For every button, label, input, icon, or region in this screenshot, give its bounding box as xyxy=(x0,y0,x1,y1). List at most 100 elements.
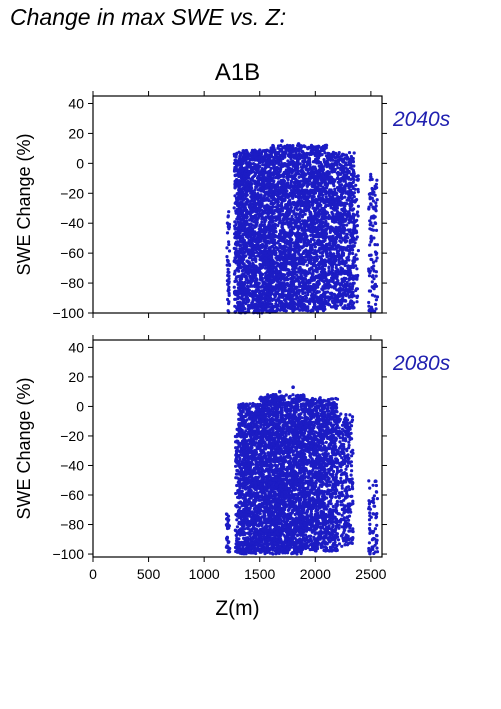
data-point xyxy=(236,162,240,166)
data-point xyxy=(319,232,323,236)
data-point xyxy=(312,238,316,242)
data-point xyxy=(246,300,250,304)
data-point xyxy=(226,273,230,278)
data-point xyxy=(276,210,280,214)
data-point xyxy=(239,152,243,157)
data-point xyxy=(293,164,297,168)
data-point xyxy=(290,297,294,301)
data-point xyxy=(258,234,262,238)
data-point xyxy=(226,222,230,226)
data-point xyxy=(254,306,258,310)
data-point xyxy=(269,226,274,230)
data-point xyxy=(299,203,303,207)
data-point xyxy=(227,262,231,266)
data-point xyxy=(284,259,288,263)
data-point xyxy=(244,148,248,153)
data-point xyxy=(262,218,267,222)
data-point xyxy=(320,163,324,167)
data-point xyxy=(272,304,277,309)
data-point xyxy=(284,217,288,221)
data-point xyxy=(323,176,327,180)
data-point xyxy=(296,147,300,151)
data-point xyxy=(281,231,285,235)
data-point xyxy=(226,289,230,293)
data-point xyxy=(256,254,260,258)
data-point xyxy=(236,305,240,309)
data-point xyxy=(236,286,240,290)
data-point xyxy=(260,183,264,187)
data-point xyxy=(251,251,255,255)
data-point xyxy=(295,307,299,311)
data-point xyxy=(265,163,269,167)
data-point xyxy=(296,246,300,250)
data-point xyxy=(320,300,324,304)
data-point xyxy=(246,188,250,192)
data-point xyxy=(301,150,305,154)
data-point xyxy=(257,159,261,163)
data-point xyxy=(263,191,267,195)
data-point xyxy=(291,153,295,157)
data-point xyxy=(279,178,283,183)
data-point xyxy=(276,297,280,301)
data-point xyxy=(240,284,244,288)
data-point xyxy=(239,175,243,179)
data-point xyxy=(233,297,237,301)
data-point xyxy=(253,230,257,234)
data-point xyxy=(279,143,283,148)
data-point xyxy=(266,186,270,190)
data-point xyxy=(288,301,292,305)
data-point xyxy=(270,256,274,260)
data-point xyxy=(319,247,323,251)
data-point xyxy=(263,298,267,302)
data-point xyxy=(289,161,293,165)
data-point xyxy=(296,250,300,254)
data-point xyxy=(238,195,242,199)
data-point xyxy=(250,278,254,283)
data-points xyxy=(225,139,380,315)
data-point xyxy=(253,247,257,251)
data-point xyxy=(311,299,315,304)
data-point xyxy=(307,208,311,212)
data-point xyxy=(238,290,242,294)
data-point xyxy=(288,306,292,310)
data-point xyxy=(237,269,241,273)
data-point xyxy=(306,167,310,171)
data-point xyxy=(253,179,257,183)
data-point xyxy=(317,176,321,180)
data-point xyxy=(259,277,263,281)
data-point xyxy=(247,252,251,256)
data-point xyxy=(239,201,243,205)
data-point xyxy=(242,238,246,242)
data-point xyxy=(248,218,252,222)
data-point xyxy=(244,212,248,216)
data-point xyxy=(263,266,268,270)
data-point xyxy=(307,288,311,292)
data-point xyxy=(252,269,256,273)
data-point xyxy=(260,220,264,224)
data-point xyxy=(232,246,236,250)
data-point xyxy=(277,249,282,253)
data-point xyxy=(310,275,314,279)
data-point xyxy=(292,147,296,151)
data-point xyxy=(237,184,241,188)
data-point xyxy=(236,266,240,270)
data-point xyxy=(254,290,259,294)
data-point xyxy=(299,260,303,264)
data-point xyxy=(253,255,257,259)
data-point xyxy=(289,228,293,232)
data-point xyxy=(237,221,242,225)
data-point xyxy=(241,214,245,218)
data-point xyxy=(315,153,319,157)
data-point xyxy=(226,297,230,302)
data-point xyxy=(296,192,300,196)
data-point xyxy=(246,304,251,308)
data-point xyxy=(273,222,277,226)
data-point xyxy=(270,268,274,272)
data-point xyxy=(296,230,300,234)
data-point xyxy=(275,235,279,239)
data-point xyxy=(259,152,263,156)
data-point xyxy=(240,269,244,273)
data-point xyxy=(290,225,294,229)
data-point xyxy=(312,285,316,289)
data-point xyxy=(300,166,304,170)
